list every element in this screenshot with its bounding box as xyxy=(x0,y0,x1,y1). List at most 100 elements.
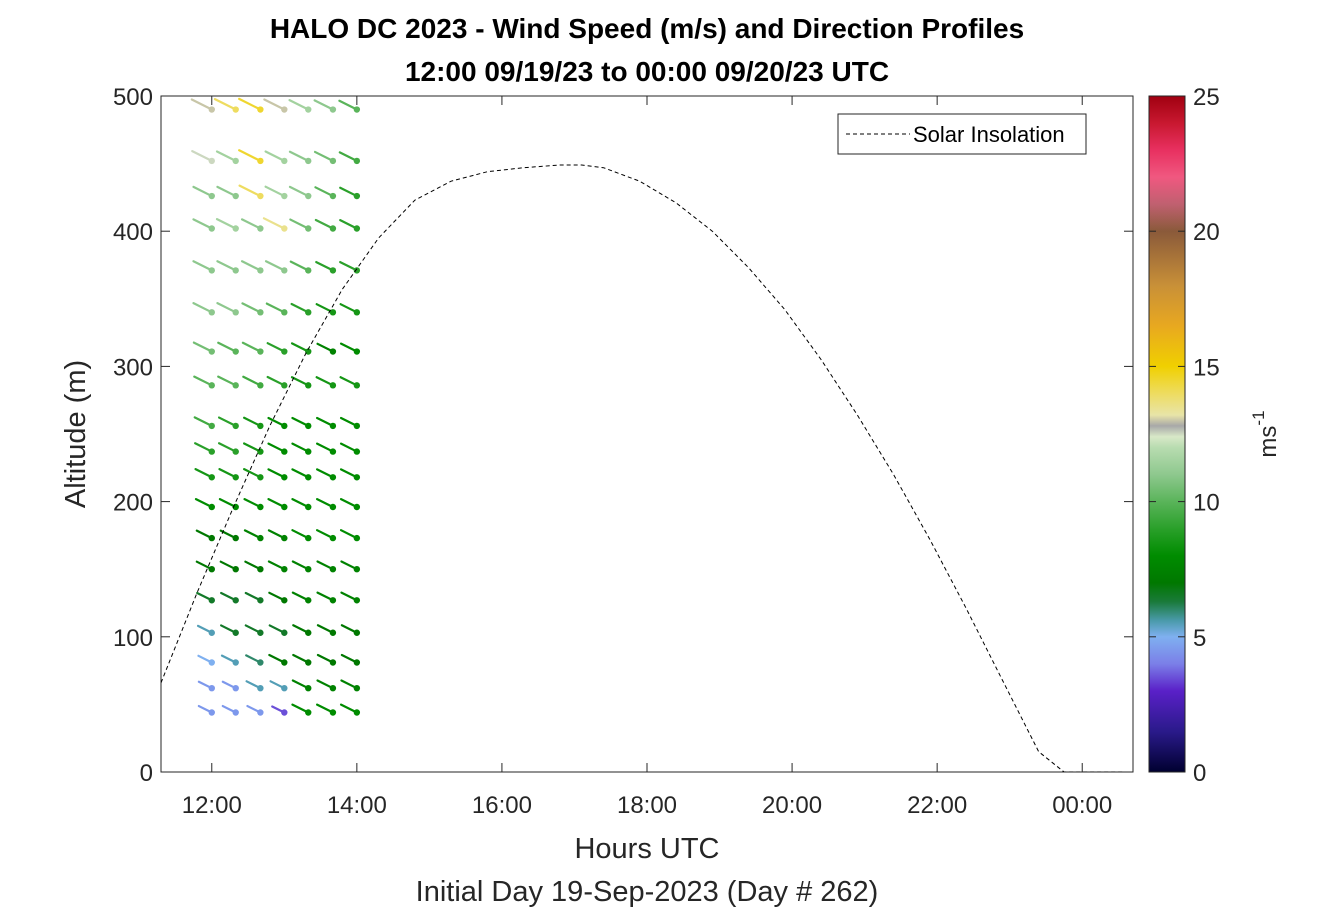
wind-barb-dot xyxy=(353,422,361,430)
colorbar-tick-label: 0 xyxy=(1193,760,1206,787)
x-tick-label: 00:00 xyxy=(1052,792,1112,819)
wind-barb-dot xyxy=(353,225,361,232)
chart-title-line2: 12:00 09/19/23 to 00:00 09/20/23 UTC xyxy=(405,56,889,87)
wind-barb-shaft xyxy=(338,99,358,111)
wind-barb xyxy=(264,150,288,165)
wind-barb-dot xyxy=(232,106,239,113)
wind-barb-dot xyxy=(281,659,288,666)
wind-barb-dot xyxy=(329,629,337,636)
wind-barb xyxy=(339,529,361,542)
wind-barb-dot xyxy=(353,157,361,165)
wind-barb-dot xyxy=(329,225,337,232)
wind-barb-dot xyxy=(353,267,361,274)
wind-barb xyxy=(220,591,239,604)
wind-barb-shaft xyxy=(240,218,262,230)
wind-barb-dot xyxy=(232,309,239,316)
wind-barb xyxy=(340,624,361,636)
wind-barb-dot xyxy=(353,629,361,636)
wind-barb-shaft xyxy=(264,260,286,272)
wind-barb-dot xyxy=(281,348,288,355)
wind-barb-dot xyxy=(305,597,312,604)
wind-barb-shaft xyxy=(288,185,310,198)
x-tick-label: 18:00 xyxy=(617,792,677,819)
wind-barb-dot xyxy=(329,422,337,430)
wind-barb xyxy=(221,704,239,716)
wind-barb-dot xyxy=(257,309,264,316)
wind-barb-dot xyxy=(257,503,264,511)
wind-barb-dot xyxy=(257,348,264,355)
wind-barb-dot xyxy=(305,309,312,316)
wind-barb-shaft xyxy=(313,150,335,162)
wind-barb-dot xyxy=(257,597,264,604)
wind-barb-shaft xyxy=(288,99,310,111)
wind-barb-dot xyxy=(305,192,312,200)
wind-barb-dot xyxy=(329,709,337,716)
wind-barb xyxy=(217,416,239,430)
wind-barb xyxy=(271,705,288,716)
wind-barb xyxy=(340,591,361,604)
wind-barb xyxy=(238,184,264,200)
wind-barb-dot xyxy=(329,448,337,455)
wind-barb xyxy=(313,150,337,165)
wind-barb xyxy=(288,150,312,165)
wind-barb-dot xyxy=(329,659,337,666)
wind-barb xyxy=(290,342,312,355)
wind-barb-dot xyxy=(232,597,239,604)
wind-barb-dot xyxy=(281,192,288,200)
wind-barb xyxy=(267,468,288,481)
wind-barb-shaft xyxy=(190,98,213,111)
wind-barb-dot xyxy=(208,348,215,355)
wind-barb-shaft xyxy=(238,149,262,162)
colorbar-tick-label: 25 xyxy=(1193,84,1220,111)
wind-barb xyxy=(264,260,288,274)
wind-barb-shaft xyxy=(192,260,213,272)
wind-barb-dot xyxy=(208,192,215,200)
wind-barb xyxy=(338,99,361,113)
wind-barb xyxy=(195,529,215,542)
wind-barb-dot xyxy=(353,348,361,355)
wind-barb xyxy=(243,529,264,542)
wind-barb xyxy=(316,560,337,573)
wind-barb-dot xyxy=(232,474,239,481)
wind-barb-dot xyxy=(353,709,361,716)
wind-barb-dot xyxy=(232,348,239,355)
wind-barb xyxy=(196,591,215,604)
wind-barb xyxy=(219,560,239,573)
wind-barb xyxy=(267,497,288,511)
wind-barb-shaft xyxy=(238,97,262,111)
wind-barb-dot xyxy=(257,566,264,573)
wind-barb xyxy=(316,342,337,355)
wind-barb-dot xyxy=(329,267,337,274)
wind-barb xyxy=(316,591,337,604)
wind-barb-dot xyxy=(232,448,239,455)
wind-barb xyxy=(340,679,361,692)
wind-barb-dot xyxy=(257,106,264,113)
wind-barb-shaft xyxy=(288,150,310,162)
wind-barb xyxy=(315,497,337,511)
wind-barb-shaft xyxy=(289,260,310,272)
wind-barb-shaft xyxy=(193,375,213,387)
wind-barb-dot xyxy=(208,382,215,389)
wind-barb-dot xyxy=(208,474,215,481)
wind-barb-shaft xyxy=(192,341,213,353)
wind-barb-dot xyxy=(208,503,215,511)
wind-barb-dot xyxy=(257,448,264,455)
wind-barb-dot xyxy=(281,534,288,542)
wind-barb-dot xyxy=(329,684,337,692)
wind-barb xyxy=(313,99,337,113)
x-tick-label: 20:00 xyxy=(762,792,822,819)
wind-barb-shaft xyxy=(215,218,237,230)
y-tick-label: 0 xyxy=(140,760,153,787)
wind-barb-dot xyxy=(281,684,288,692)
wind-barb-dot xyxy=(329,106,337,113)
wind-barb-dot xyxy=(257,157,264,165)
wind-barb xyxy=(193,416,215,430)
wind-barb-dot xyxy=(257,267,264,274)
wind-barb xyxy=(217,341,239,355)
wind-barb-dot xyxy=(232,192,239,200)
wind-barb xyxy=(267,442,288,455)
wind-barb-dot xyxy=(329,566,337,573)
wind-barb-dot xyxy=(232,267,239,274)
wind-barb-dot xyxy=(305,448,312,455)
